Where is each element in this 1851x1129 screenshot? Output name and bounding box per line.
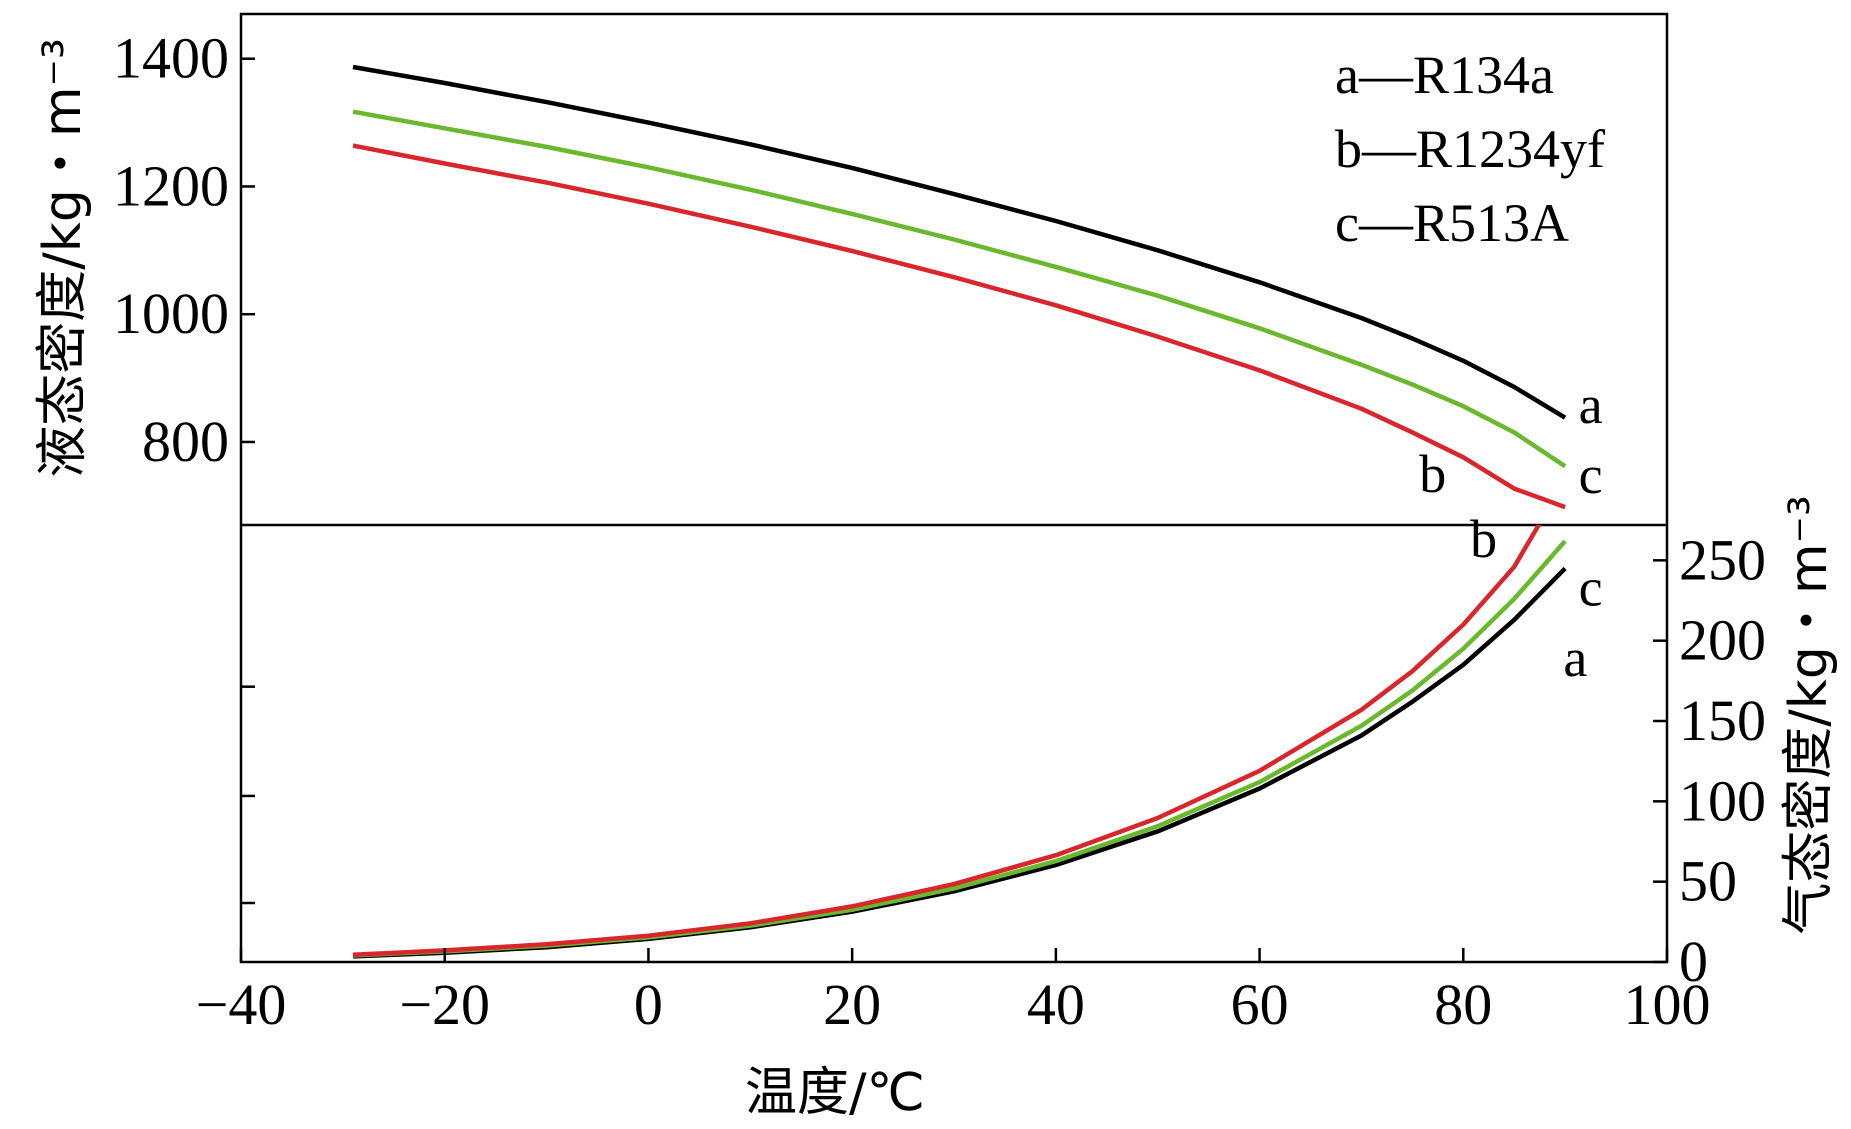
upper-y-tick-label: 1200 [113, 153, 229, 218]
upper-y-axis-title: 液态密度/kg・m⁻³ [33, 38, 93, 478]
x-tick-label: 20 [823, 972, 881, 1037]
lower-y-tick-label: 200 [1679, 608, 1766, 673]
upper-y-tick-label: 800 [142, 409, 229, 474]
lower-series-a [352, 566, 1567, 959]
x-axis-title: 温度/℃ [745, 1063, 925, 1123]
upper-curve-label-b: b [1419, 444, 1446, 504]
upper-curve-label-a: a [1579, 375, 1603, 435]
lower-y-tick-label: 100 [1679, 768, 1766, 833]
x-tick-label: 80 [1434, 972, 1492, 1037]
lower-y-tick-label: 250 [1679, 527, 1766, 592]
x-tick-label: 100 [1624, 972, 1711, 1037]
upper-y-tick-label: 1000 [113, 281, 229, 346]
upper-panel-curves [352, 64, 1567, 510]
upper-series-a [352, 64, 1567, 420]
lower-y-tick-label: 50 [1679, 849, 1737, 914]
upper-series-b [352, 109, 1567, 469]
x-tick-label: −40 [196, 972, 287, 1037]
lower-series-c [352, 525, 1542, 958]
legend-entry-c: c—R513A [1335, 193, 1569, 253]
lower-panel-curves [352, 525, 1567, 959]
upper-series-c [352, 143, 1566, 510]
lower-curve-label-c: c [1579, 557, 1603, 617]
legend: a—R134a b—R1234yf c—R513A [1335, 45, 1605, 253]
lower-y-axis-title: 气态密度/kg・m⁻³ [1779, 495, 1839, 935]
plot-border [239, 12, 1669, 964]
x-tick-label: 60 [1231, 972, 1289, 1037]
plot-frame [239, 12, 1669, 964]
lower-curve-label-a: a [1563, 628, 1587, 688]
upper-y-tick-label: 1400 [113, 26, 229, 91]
x-tick-label: 0 [634, 972, 663, 1037]
legend-entry-a: a—R134a [1335, 45, 1554, 105]
x-tick-label: 40 [1027, 972, 1085, 1037]
x-tick-label: −20 [399, 972, 490, 1037]
lower-curve-label-b: b [1470, 509, 1497, 569]
lower-y-tick-label: 0 [1679, 929, 1708, 994]
upper-curve-label-c: c [1579, 445, 1603, 505]
lower-y-tick-label: 150 [1679, 688, 1766, 753]
lower-series-b [352, 539, 1567, 958]
axis-ticks: −40 −20 0 20 40 60 80 100 800 1000 1200 1400 0 50 100 1… [113, 26, 1766, 1037]
legend-entry-b: b—R1234yf [1335, 119, 1605, 179]
